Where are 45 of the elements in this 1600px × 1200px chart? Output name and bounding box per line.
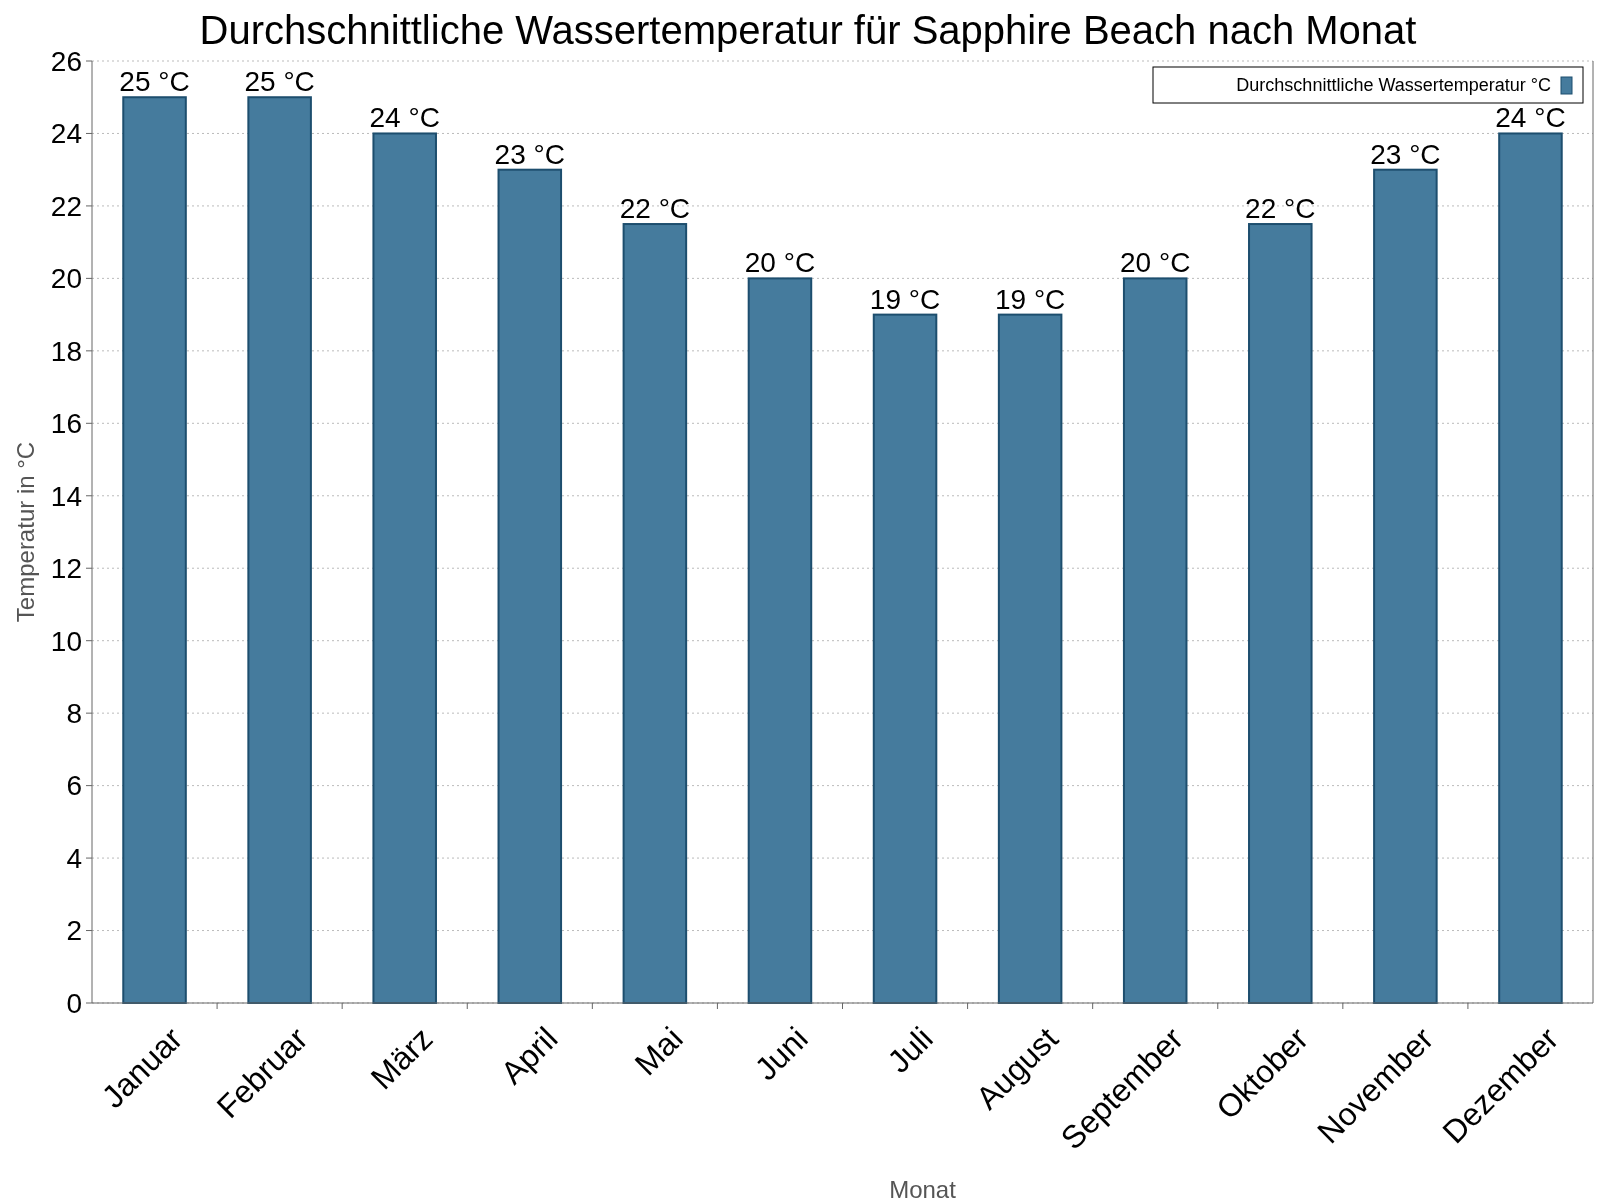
bar: [997, 313, 1063, 1004]
chart-title: Durchschnittliche Wassertemperatur für Sapphire Beach nach Monat: [199, 8, 1417, 52]
bar: [747, 277, 813, 1004]
y-tick-label: 8: [66, 697, 82, 729]
data-label: 23 °C: [1370, 138, 1441, 170]
y-tick-label: 2: [66, 915, 82, 947]
y-tick-label: 16: [50, 408, 82, 440]
x-tick-label: Mai: [627, 1020, 690, 1083]
y-tick-label: 4: [66, 842, 82, 874]
bar: [372, 132, 437, 1004]
bar: [622, 223, 688, 1004]
bar: [497, 168, 563, 1004]
data-label: 24 °C: [1495, 102, 1566, 134]
data-label: 19 °C: [869, 283, 941, 315]
data-label: 20 °C: [1120, 247, 1191, 279]
bar: [1122, 277, 1188, 1004]
y-tick-label: 14: [50, 480, 82, 512]
y-tick-label: 6: [66, 770, 82, 802]
y-tick-label: 10: [50, 625, 82, 657]
bar: [1498, 132, 1563, 1004]
data-label: 22 °C: [619, 193, 691, 225]
data-label: 25 °C: [119, 66, 190, 98]
y-tick-label: 12: [50, 553, 82, 585]
y-tick-label: 22: [50, 190, 82, 222]
x-tick-label: Juni: [747, 1020, 815, 1088]
data-label: 20 °C: [744, 247, 816, 279]
legend-label: Durchschnittliche Wassertemperatur °C: [1236, 75, 1551, 96]
y-tick-label: 18: [50, 335, 82, 367]
bar: [1248, 223, 1313, 1004]
x-axis-title: Monat: [889, 1176, 957, 1200]
data-label: 24 °C: [369, 102, 440, 134]
bar: [247, 96, 312, 1004]
y-tick-label: 26: [50, 45, 82, 77]
y-tick-label: 0: [66, 987, 82, 1019]
data-label: 22 °C: [1245, 193, 1316, 225]
data-label: 19 °C: [994, 283, 1066, 315]
bar: [122, 96, 187, 1004]
x-tick-label: Juli: [880, 1020, 940, 1080]
bar: [872, 313, 938, 1004]
data-label: 23 °C: [494, 138, 565, 170]
bar: [1373, 168, 1438, 1004]
y-axis-title: Temperatur in °C: [12, 441, 39, 623]
data-label: 25 °C: [244, 66, 315, 98]
y-tick-label: 24: [50, 118, 82, 150]
y-tick-label: 20: [50, 263, 82, 295]
